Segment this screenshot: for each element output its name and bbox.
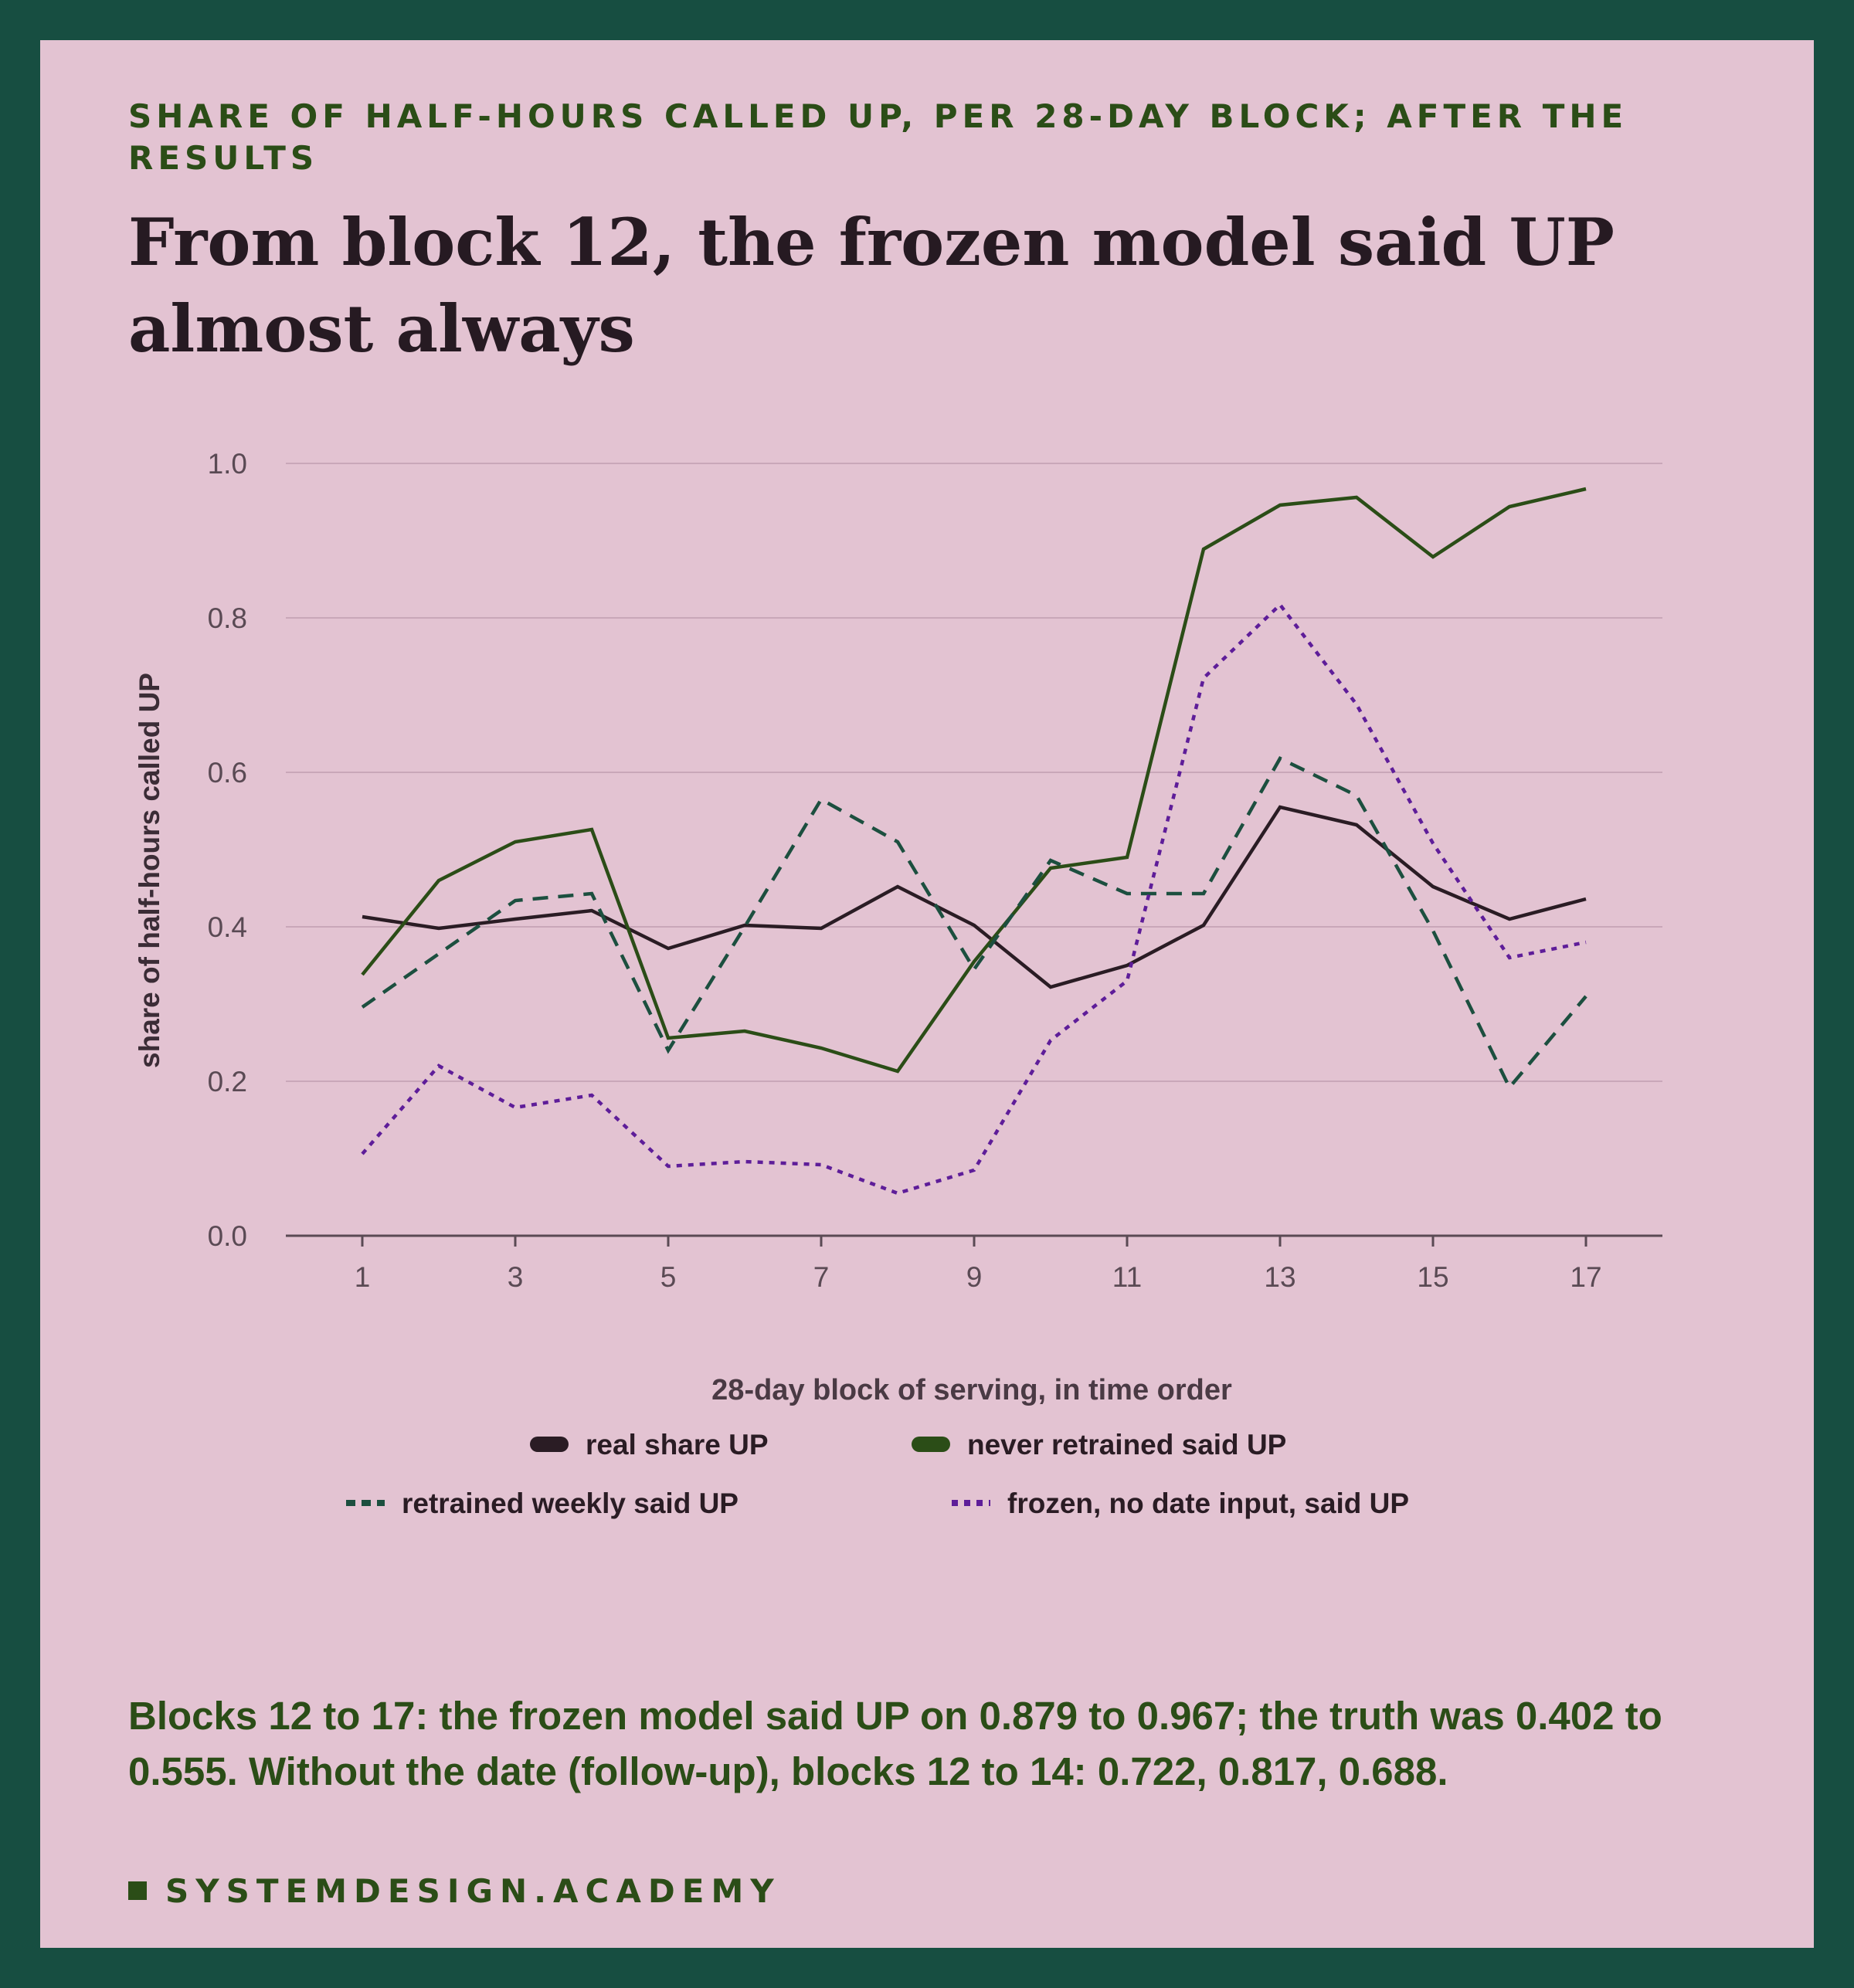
series-line [361, 602, 1587, 1196]
legend-swatch [530, 1437, 569, 1452]
x-tick-label: 9 [966, 1261, 983, 1293]
y-tick-label: 0.0 [208, 1220, 247, 1252]
series-line [362, 805, 1587, 989]
series-line [361, 756, 1587, 1091]
x-tick-label: 11 [1112, 1261, 1142, 1293]
x-tick-label: 7 [813, 1261, 830, 1293]
y-axis-ticks: 0.0 0.2 0.4 0.6 0.8 1.0 [208, 448, 247, 1252]
y-tick-label: 0.4 [208, 911, 247, 943]
takeaway-note: Blocks 12 to 17: the frozen model said U… [128, 1694, 1662, 1793]
legend-label: never retrained said UP [967, 1429, 1286, 1460]
legend-swatch [912, 1437, 950, 1452]
legend-label: retrained weekly said UP [402, 1488, 739, 1519]
gridlines [286, 463, 1662, 1082]
series-line [361, 487, 1587, 1074]
chart-eyebrow: SHARE OF HALF-HOURS CALLED UP, PER 28-DA… [128, 97, 1628, 177]
x-axis-label: 28-day block of serving, in time order [711, 1374, 1232, 1406]
legend: real share UP never retrained said UP retr… [346, 1429, 1409, 1519]
legend-label: real share UP [586, 1429, 769, 1460]
brand-square-icon [128, 1881, 147, 1900]
chart-card: SHARE OF HALF-HOURS CALLED UP, PER 28-DA… [40, 40, 1814, 1948]
x-tick-label: 3 [508, 1261, 524, 1293]
y-tick-label: 0.6 [208, 757, 247, 789]
brand-footer: SYSTEMDESIGN.ACADEMY [128, 1868, 781, 1914]
x-tick-label: 5 [660, 1261, 677, 1293]
brand-label: SYSTEMDESIGN.ACADEMY [165, 1871, 781, 1910]
line-chart: 0.00.20.40.60.81.0 1 3 5 7 9 11 13 15 17 share o… [134, 448, 1662, 1519]
y-tick-label: 0.2 [208, 1066, 247, 1097]
y-tick-label: 1.0 [208, 448, 247, 480]
x-axis-ticks: 1 3 5 7 9 11 13 15 17 [355, 1236, 1602, 1293]
x-tick-label: 17 [1570, 1261, 1601, 1293]
x-tick-label: 15 [1417, 1261, 1448, 1293]
y-axis-label: share of half-hours called UP [134, 673, 165, 1068]
legend-label: frozen, no date input, said UP [1007, 1488, 1409, 1519]
x-tick-label: 13 [1264, 1261, 1295, 1293]
y-tick-label: 0.8 [208, 602, 247, 634]
x-tick-label: 1 [355, 1261, 371, 1293]
series-lines [361, 487, 1587, 1196]
chart-headline: From block 12, the frozen model said UP … [128, 204, 1615, 367]
